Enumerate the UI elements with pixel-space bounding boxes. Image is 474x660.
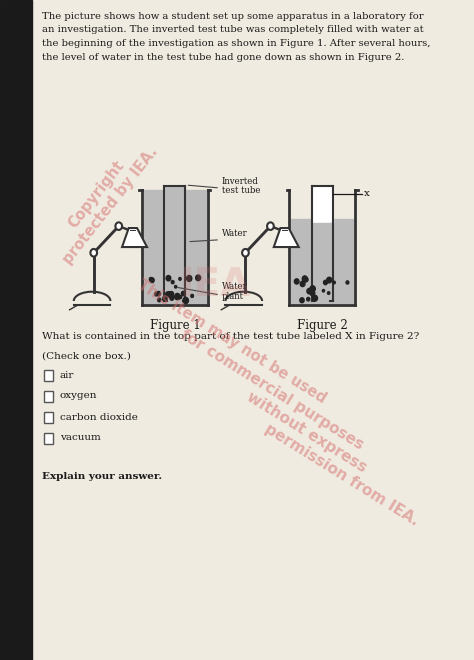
Circle shape — [171, 280, 174, 284]
Circle shape — [150, 278, 154, 282]
Circle shape — [157, 298, 161, 302]
Bar — [44, 412, 54, 423]
Text: Inverted: Inverted — [222, 177, 259, 186]
Circle shape — [346, 281, 349, 284]
Bar — [44, 433, 54, 444]
Circle shape — [179, 296, 182, 299]
Circle shape — [170, 296, 174, 300]
Text: the level of water in the test tube had gone down as shown in Figure 2.: the level of water in the test tube had … — [42, 53, 404, 61]
Circle shape — [302, 280, 305, 283]
Circle shape — [333, 281, 335, 284]
Text: without express: without express — [244, 389, 370, 475]
Circle shape — [155, 292, 158, 296]
Text: Water: Water — [222, 282, 247, 291]
Circle shape — [327, 277, 332, 283]
Circle shape — [149, 277, 152, 281]
Circle shape — [300, 281, 305, 286]
Circle shape — [165, 292, 170, 296]
Text: Explain your answer.: Explain your answer. — [42, 472, 162, 481]
Circle shape — [167, 292, 172, 298]
Circle shape — [174, 294, 180, 300]
Bar — [44, 370, 54, 381]
Circle shape — [300, 298, 304, 303]
Text: This item may not be used: This item may not be used — [136, 278, 329, 407]
Circle shape — [191, 294, 193, 298]
Text: oxygen: oxygen — [60, 391, 97, 401]
Bar — [44, 391, 54, 402]
Text: Copyright
protected by IEA.: Copyright protected by IEA. — [46, 133, 161, 267]
Circle shape — [310, 286, 315, 292]
Circle shape — [312, 295, 318, 301]
Circle shape — [174, 286, 177, 288]
Circle shape — [183, 298, 189, 304]
Circle shape — [242, 249, 249, 257]
Text: x: x — [364, 189, 370, 199]
Text: the beginning of the investigation as shown in Figure 1. After several hours,: the beginning of the investigation as sh… — [42, 39, 430, 48]
Circle shape — [163, 296, 167, 301]
Circle shape — [322, 290, 325, 292]
Circle shape — [91, 249, 97, 257]
Text: Water: Water — [222, 229, 247, 238]
Circle shape — [307, 298, 310, 301]
Circle shape — [294, 279, 299, 284]
Circle shape — [310, 290, 315, 296]
Circle shape — [179, 277, 181, 280]
Bar — [312, 223, 333, 301]
Circle shape — [115, 222, 122, 230]
Bar — [312, 186, 333, 223]
Bar — [0, 0, 32, 660]
Circle shape — [267, 222, 274, 230]
Text: Figure 2: Figure 2 — [297, 319, 347, 332]
Bar — [291, 218, 354, 303]
Bar — [144, 190, 206, 303]
Text: What is contained in the top part of the test tube labeled X in Figure 2?: What is contained in the top part of the… — [42, 332, 419, 341]
Text: (Check one box.): (Check one box.) — [42, 352, 131, 361]
Circle shape — [304, 277, 308, 282]
Bar — [164, 186, 185, 301]
Text: air: air — [60, 370, 74, 380]
Circle shape — [156, 292, 161, 296]
Text: IEA: IEA — [179, 266, 250, 304]
Text: vacuum: vacuum — [60, 434, 100, 442]
Polygon shape — [274, 228, 299, 247]
Circle shape — [302, 276, 307, 282]
Text: The picture shows how a student set up some apparatus in a laboratory for: The picture shows how a student set up s… — [42, 12, 424, 21]
Circle shape — [307, 288, 312, 294]
Circle shape — [182, 291, 185, 296]
Text: Figure 1: Figure 1 — [150, 319, 201, 332]
Circle shape — [187, 275, 192, 281]
Text: permission from IEA.: permission from IEA. — [262, 421, 422, 529]
Circle shape — [166, 275, 171, 281]
Circle shape — [328, 292, 330, 294]
Circle shape — [328, 278, 331, 282]
Circle shape — [169, 292, 173, 296]
Circle shape — [196, 275, 201, 280]
Polygon shape — [122, 228, 147, 247]
Circle shape — [324, 280, 328, 284]
Text: carbon dioxide: carbon dioxide — [60, 412, 137, 422]
Text: an investigation. The inverted test tube was completely filled with water at: an investigation. The inverted test tube… — [42, 26, 424, 34]
Text: plant: plant — [222, 292, 244, 301]
Text: test tube: test tube — [222, 186, 260, 195]
Text: for commercial purposes: for commercial purposes — [178, 327, 366, 453]
Circle shape — [179, 296, 182, 298]
